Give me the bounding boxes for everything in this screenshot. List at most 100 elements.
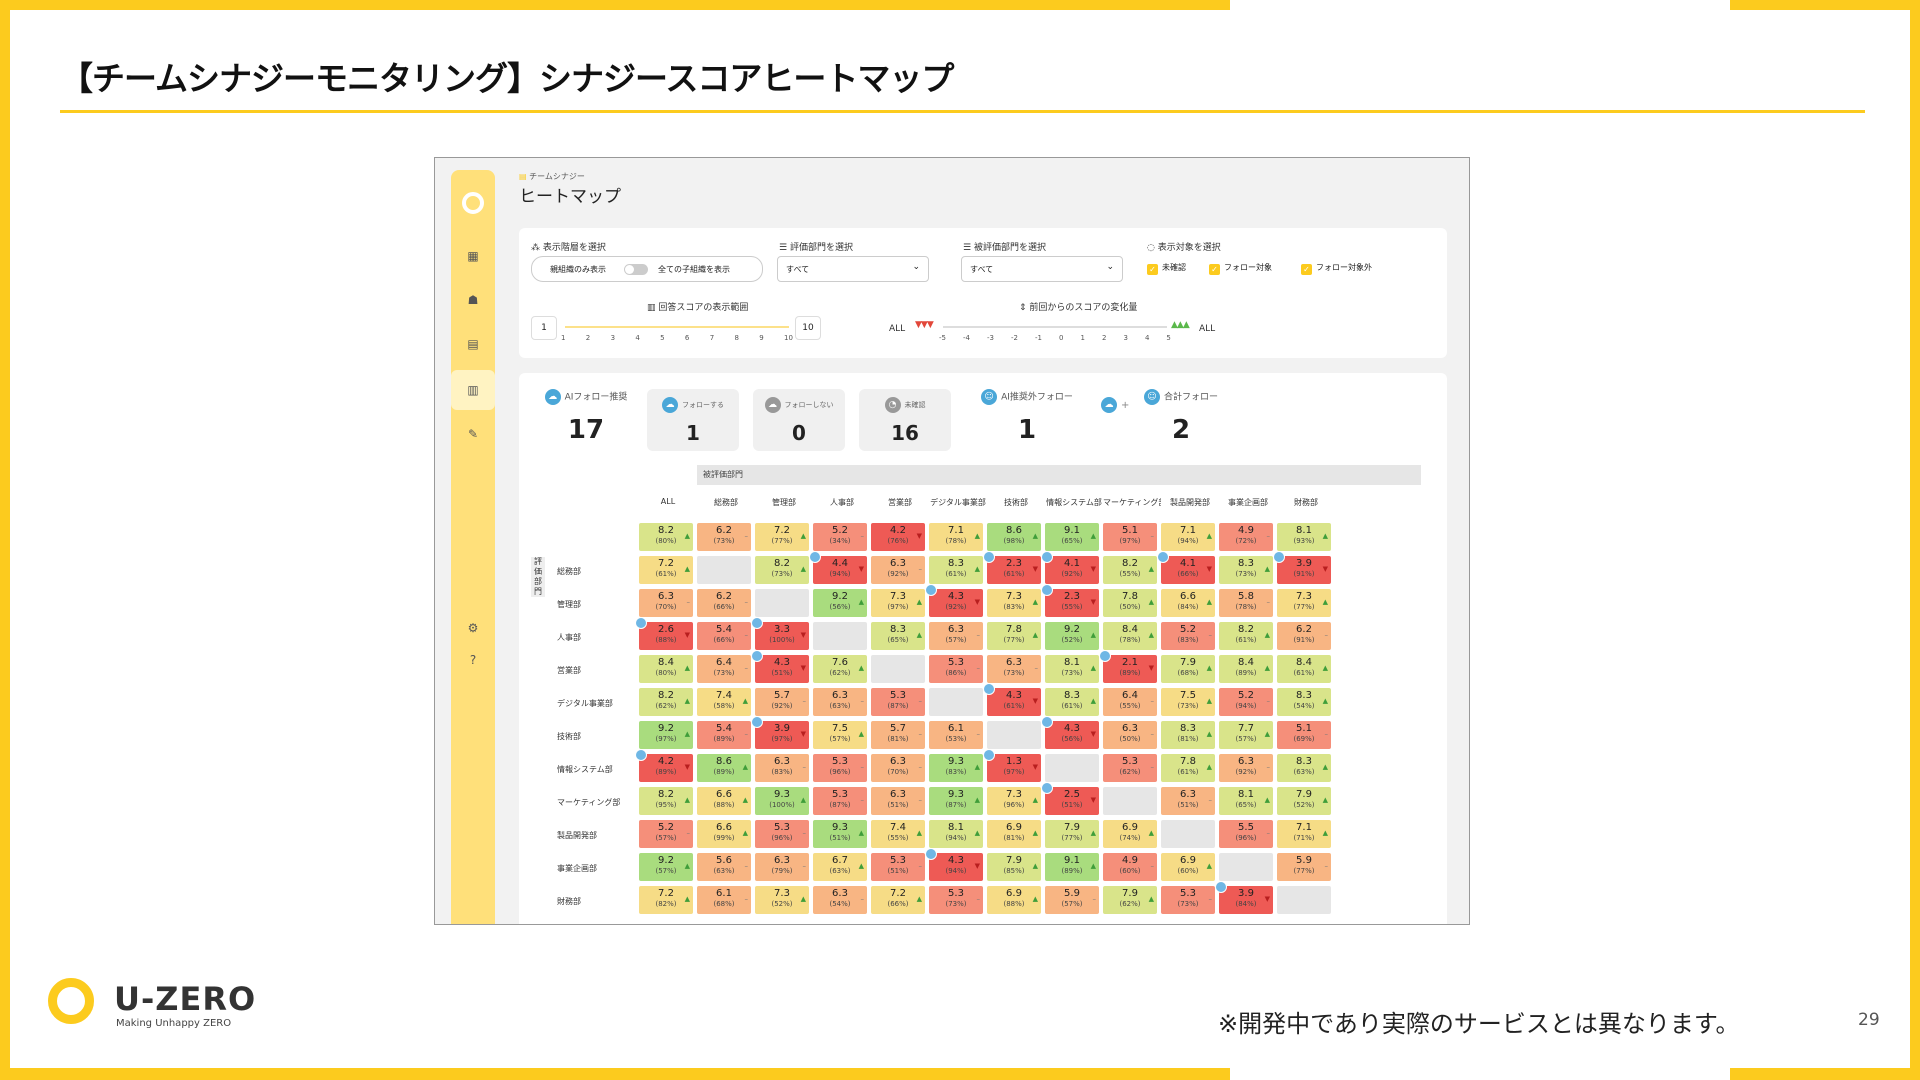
ai-follow-pin-icon[interactable]	[751, 716, 763, 728]
heatmap-cell[interactable]: 7.9 (68%) ▲	[1161, 655, 1215, 683]
app-logo-icon[interactable]	[462, 192, 484, 214]
heatmap-cell[interactable]: 8.3 (73%) ▲	[1219, 556, 1273, 584]
heatmap-cell[interactable]: 6.9 (60%) ▲	[1161, 853, 1215, 881]
heatmap-row-header[interactable]: 技術部	[557, 732, 581, 741]
heatmap-cell[interactable]: 7.3 (83%) ▲	[987, 589, 1041, 617]
heatmap-cell[interactable]: 8.4 (61%) ▲	[1277, 655, 1331, 683]
heatmap-row-header[interactable]: 管理部	[557, 600, 581, 609]
heatmap-cell[interactable]: 6.6 (99%) ▲	[697, 820, 751, 848]
heatmap-cell[interactable]: 9.3 (83%) ▲	[929, 754, 983, 782]
ai-follow-pin-icon[interactable]	[635, 749, 647, 761]
heatmap-cell[interactable]: 7.8 (50%) ▲	[1103, 589, 1157, 617]
heatmap-cell[interactable]: 5.9 (57%) –	[1045, 886, 1099, 914]
heatmap-cell[interactable]: 3.9 (91%) ▼	[1273, 551, 1331, 584]
heatmap-cell[interactable]: 8.2 (62%) ▲	[639, 688, 693, 716]
ai-follow-pin-icon[interactable]	[1157, 551, 1169, 563]
heatmap-cell[interactable]: 3.9 (97%) ▼	[751, 716, 809, 749]
heatmap-cell[interactable]: 5.9 (77%) –	[1277, 853, 1331, 881]
heatmap-cell[interactable]: 5.3 (96%) –	[813, 754, 867, 782]
heatmap-cell[interactable]: 4.1 (92%) ▼	[1041, 551, 1099, 584]
heatmap-cell[interactable]: 8.1 (93%) ▲	[1277, 523, 1331, 551]
heatmap-cell[interactable]: 6.3 (70%) –	[871, 754, 925, 782]
heatmap-cell[interactable]: 8.1 (65%) ▲	[1219, 787, 1273, 815]
heatmap-cell[interactable]: 5.3 (62%) –	[1103, 754, 1157, 782]
heatmap-cell[interactable]: 7.2 (66%) ▲	[871, 886, 925, 914]
heatmap-cell[interactable]: 6.3 (63%) –	[813, 688, 867, 716]
heatmap-cell[interactable]: 9.3 (87%) ▲	[929, 787, 983, 815]
heatmap-cell[interactable]: 8.2 (61%) ▲	[1219, 622, 1273, 650]
no-follow-card[interactable]: ☁ フォローしない 0	[753, 389, 845, 451]
ai-follow-pin-icon[interactable]	[1215, 881, 1227, 893]
score-max-box[interactable]: 10	[795, 316, 821, 340]
heatmap-column-header[interactable]: デジタル事業部	[930, 498, 986, 507]
heatmap-cell[interactable]: 6.3 (83%) –	[755, 754, 809, 782]
ai-follow-pin-icon[interactable]	[925, 848, 937, 860]
heatmap-cell[interactable]: 2.1 (89%) ▼	[1099, 650, 1157, 683]
heatmap-cell[interactable]: 6.3 (51%) –	[1161, 787, 1215, 815]
heatmap-cell[interactable]: 7.4 (58%) ▲	[697, 688, 751, 716]
heatmap-row-header[interactable]: 総務部	[557, 567, 581, 576]
heatmap-cell[interactable]: 6.2 (73%) –	[697, 523, 751, 551]
heatmap-column-header[interactable]: 管理部	[772, 498, 796, 507]
heatmap-cell[interactable]: 8.2 (80%) ▲	[639, 523, 693, 551]
heatmap-cell[interactable]: 8.2 (55%) ▲	[1103, 556, 1157, 584]
heatmap-cell[interactable]	[1161, 820, 1215, 848]
heatmap-cell[interactable]: 7.6 (62%) ▲	[813, 655, 867, 683]
feedback-icon[interactable]: ✎	[467, 427, 479, 441]
heatmap-cell[interactable]: 7.9 (85%) ▲	[987, 853, 1041, 881]
heatmap-cell[interactable]: 8.3 (65%) ▲	[871, 622, 925, 650]
heatmap-cell[interactable]: 7.1 (78%) ▲	[929, 523, 983, 551]
heatmap-cell[interactable]: 2.3 (61%) ▼	[983, 551, 1041, 584]
score-min-box[interactable]: 1	[531, 316, 557, 340]
heatmap-row-header[interactable]: 営業部	[557, 666, 581, 675]
heatmap-cell[interactable]: 7.9 (62%) ▲	[1103, 886, 1157, 914]
sidebar-active-item[interactable]	[451, 370, 495, 410]
heatmap-cell[interactable]	[871, 655, 925, 683]
heatmap-cell[interactable]: 5.3 (86%) –	[929, 655, 983, 683]
heatmap-cell[interactable]: 8.1 (94%) ▲	[929, 820, 983, 848]
heatmap-cell[interactable]: 2.3 (55%) ▼	[1041, 584, 1099, 617]
heatmap-cell[interactable]: 5.4 (66%) –	[697, 622, 751, 650]
heatmap-cell[interactable]: 5.1 (97%) –	[1103, 523, 1157, 551]
heatmap-cell[interactable]: 9.1 (89%) ▲	[1045, 853, 1099, 881]
heatmap-cell[interactable]: 4.9 (72%) –	[1219, 523, 1273, 551]
heatmap-cell[interactable]	[697, 556, 751, 584]
heatmap-cell[interactable]: 7.5 (57%) ▲	[813, 721, 867, 749]
heatmap-cell[interactable]: 6.3 (79%) –	[755, 853, 809, 881]
heatmap-cell[interactable]: 5.7 (81%) –	[871, 721, 925, 749]
heatmap-cell[interactable]	[1045, 754, 1099, 782]
heatmap-cell[interactable]: 4.4 (94%) ▼	[809, 551, 867, 584]
ai-follow-pin-icon[interactable]	[983, 683, 995, 695]
heatmap-cell[interactable]: 4.1 (66%) ▼	[1157, 551, 1215, 584]
heatmap-cell[interactable]: 6.3 (50%) –	[1103, 721, 1157, 749]
checkbox-follow-target[interactable]: ✓ フォロー対象	[1209, 262, 1272, 275]
heatmap-row-header[interactable]: 財務部	[557, 897, 581, 906]
heatmap-cell[interactable]: 5.3 (87%) –	[813, 787, 867, 815]
heatmap-cell[interactable]	[1277, 886, 1331, 914]
hierarchy-switch[interactable]	[624, 264, 648, 275]
ai-follow-pin-icon[interactable]	[1273, 551, 1285, 563]
heatmap-cell[interactable]: 7.9 (77%) ▲	[1045, 820, 1099, 848]
heatmap-cell[interactable]: 4.9 (60%) –	[1103, 853, 1157, 881]
heatmap-column-header[interactable]: 営業部	[888, 498, 912, 507]
heatmap-column-header[interactable]: 技術部	[1004, 498, 1028, 507]
heatmap-cell[interactable]: 6.3 (57%) –	[929, 622, 983, 650]
heatmap-cell[interactable]: 8.3 (63%) ▲	[1277, 754, 1331, 782]
ai-follow-pin-icon[interactable]	[809, 551, 821, 563]
ai-follow-pin-icon[interactable]	[1099, 650, 1111, 662]
follow-card[interactable]: ☁ フォローする 1	[647, 389, 739, 451]
ai-follow-pin-icon[interactable]	[1041, 782, 1053, 794]
heatmap-cell[interactable]: 5.8 (78%) –	[1219, 589, 1273, 617]
heatmap-column-header[interactable]: 財務部	[1294, 498, 1318, 507]
heatmap-cell[interactable]: 6.3 (54%) –	[813, 886, 867, 914]
heatmap-cell[interactable]: 5.2 (94%) –	[1219, 688, 1273, 716]
heatmap-cell[interactable]: 6.3 (73%) –	[987, 655, 1041, 683]
heatmap-cell[interactable]: 4.3 (61%) ▼	[983, 683, 1041, 716]
heatmap-cell[interactable]: 6.1 (53%) –	[929, 721, 983, 749]
heatmap-cell[interactable]: 7.7 (57%) ▲	[1219, 721, 1273, 749]
heatmap-cell[interactable]: 6.4 (73%) –	[697, 655, 751, 683]
ai-follow-pin-icon[interactable]	[925, 584, 937, 596]
heatmap-cell[interactable]: 4.3 (51%) ▼	[751, 650, 809, 683]
heatmap-cell[interactable]: 7.8 (61%) ▲	[1161, 754, 1215, 782]
heatmap-cell[interactable]: 7.9 (52%) ▲	[1277, 787, 1331, 815]
